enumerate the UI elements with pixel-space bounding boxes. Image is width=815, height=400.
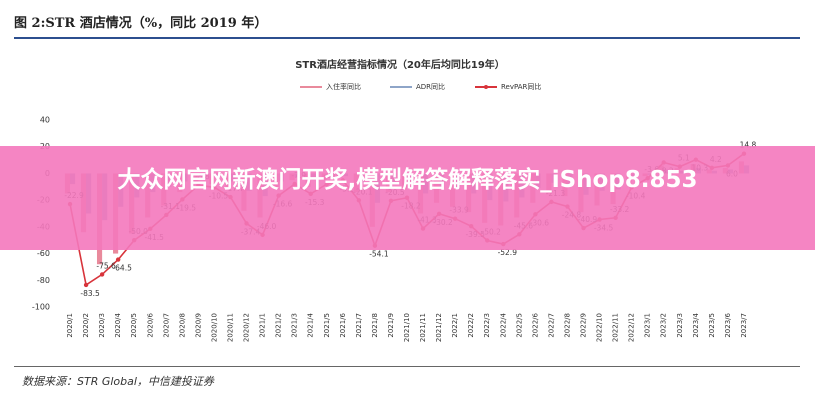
x-tick-label: 2022/5 <box>515 313 523 338</box>
figure-header: 图 2:STR 酒店情况（%，同比 2019 年） <box>14 16 268 31</box>
x-tick-label: 2023/3 <box>676 313 684 338</box>
value-label: 14.8 <box>740 141 757 150</box>
x-tick-label: 2021/4 <box>307 312 315 337</box>
marker <box>115 257 121 262</box>
y-tick-label: -100 <box>32 303 50 312</box>
footer-rule <box>14 366 800 367</box>
x-tick-label: 2023/1 <box>644 313 652 338</box>
marker <box>83 282 89 288</box>
x-tick-label: 2020/5 <box>130 313 138 338</box>
x-tick-label: 2022/2 <box>467 313 475 338</box>
x-tick-label: 2022/7 <box>547 313 555 338</box>
x-tick-label: 2021/5 <box>323 313 331 338</box>
x-tick-label: 2022/3 <box>483 313 491 338</box>
legend-label: ADR同比 <box>416 82 445 91</box>
x-tick-label: 2023/4 <box>692 312 700 337</box>
x-tick-label: 2022/11 <box>612 313 620 342</box>
banner <box>0 146 815 250</box>
x-tick-label: 2021/7 <box>355 313 363 338</box>
value-label: -75.6 <box>96 261 116 270</box>
x-tick-label: 2021/2 <box>275 313 283 338</box>
x-tick-label: 2021/11 <box>419 313 427 342</box>
value-label: -54.1 <box>369 250 389 259</box>
x-tick-label: 2020/1 <box>66 313 74 338</box>
x-tick-label: 2021/8 <box>371 313 379 338</box>
x-tick-label: 2021/9 <box>387 313 395 338</box>
x-tick-label: 2021/3 <box>291 313 299 338</box>
x-tick-label: 2020/3 <box>98 313 106 338</box>
value-label: -52.9 <box>498 248 518 257</box>
x-tick-label: 2020/11 <box>226 313 234 342</box>
x-tick-label: 2020/4 <box>114 312 122 337</box>
x-tick-label: 2022/10 <box>596 313 604 342</box>
x-tick-label: 2020/6 <box>146 312 154 337</box>
y-tick-label: -60 <box>37 249 50 258</box>
x-tick-label: 2021/1 <box>259 313 267 338</box>
x-tick-label: 2022/8 <box>563 313 571 338</box>
value-label: -64.5 <box>112 264 132 273</box>
x-tick-label: 2020/12 <box>243 313 251 342</box>
marker <box>99 272 105 277</box>
x-tick-label: 2023/5 <box>708 313 716 338</box>
x-tick-label: 2020/8 <box>178 313 186 338</box>
header-rule <box>14 37 800 39</box>
x-tick-label: 2022/12 <box>628 313 636 342</box>
x-tick-label: 2020/9 <box>194 313 202 338</box>
x-tick-label: 2020/7 <box>162 313 170 338</box>
legend-label: RevPAR同比 <box>501 82 541 91</box>
x-tick-label: 2022/9 <box>580 313 588 338</box>
y-tick-label: 40 <box>40 116 50 125</box>
value-label: -83.5 <box>80 289 100 298</box>
source-note: 数据来源：STR Global，中信建投证券 <box>22 375 214 388</box>
legend-marker <box>484 85 488 89</box>
x-tick-label: 2022/4 <box>499 312 507 337</box>
chart-title: STR酒店经营指标情况（20年后均同比19年） <box>295 58 505 71</box>
x-tick-label: 2020/10 <box>210 313 218 342</box>
x-tick-label: 2021/6 <box>339 312 347 337</box>
x-tick-label: 2022/6 <box>531 312 539 337</box>
x-tick-label: 2023/7 <box>740 313 748 338</box>
y-tick-label: -80 <box>37 276 50 285</box>
banner-text: 大众网官网新澳门开奖,模型解答解释落实_iShop8.853 <box>117 167 698 193</box>
x-tick-label: 2023/6 <box>724 312 732 337</box>
x-tick-label: 2020/2 <box>82 313 90 338</box>
x-tick-label: 2023/2 <box>660 313 668 338</box>
x-tick-label: 2022/1 <box>451 313 459 338</box>
x-tick-label: 2021/12 <box>435 313 443 342</box>
legend-label: 入住率同比 <box>326 82 361 91</box>
x-tick-label: 2021/10 <box>403 313 411 342</box>
